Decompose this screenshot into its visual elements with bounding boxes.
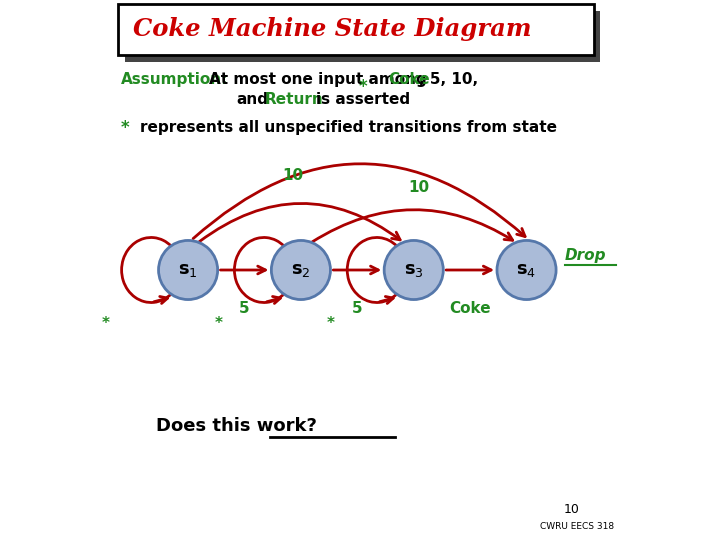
Text: Drop: Drop [565,248,606,263]
Text: 10: 10 [408,180,430,195]
Text: *: * [121,119,130,137]
FancyArrowPatch shape [193,164,525,239]
Text: CWRU EECS 318: CWRU EECS 318 [540,522,614,531]
Circle shape [497,240,556,300]
Text: Does this work?: Does this work? [156,417,317,435]
FancyBboxPatch shape [125,10,600,62]
Text: , 5, 10,: , 5, 10, [419,72,478,87]
Text: 5: 5 [352,301,363,316]
Circle shape [271,240,330,300]
FancyArrowPatch shape [154,296,168,303]
Text: Coke Machine State Diagram: Coke Machine State Diagram [133,17,532,42]
FancyArrowPatch shape [333,266,378,274]
Text: Coke: Coke [388,72,430,87]
Text: 10: 10 [564,503,580,516]
Text: *: * [214,316,222,330]
FancyArrowPatch shape [446,266,491,274]
Circle shape [158,240,217,300]
Text: Return: Return [264,92,323,107]
Text: $\mathbf{s}_1$: $\mathbf{s}_1$ [179,261,198,279]
Text: $\mathbf{s}_3$: $\mathbf{s}_3$ [404,261,423,279]
Circle shape [384,240,444,300]
Text: Coke: Coke [449,301,491,316]
FancyBboxPatch shape [118,4,594,55]
FancyArrowPatch shape [312,210,513,242]
Text: *: * [102,316,109,330]
Text: *: * [359,78,367,96]
FancyArrowPatch shape [266,296,281,303]
Text: *: * [327,316,335,330]
Text: $\mathbf{s}_4$: $\mathbf{s}_4$ [516,261,536,279]
FancyArrowPatch shape [199,204,400,242]
FancyArrowPatch shape [220,266,266,274]
Text: 5: 5 [239,301,250,316]
Text: At most one input among: At most one input among [209,72,426,87]
Text: Assumption:: Assumption: [121,72,228,87]
Text: $\mathbf{s}_2$: $\mathbf{s}_2$ [291,261,311,279]
FancyArrowPatch shape [379,296,393,303]
Text: represents all unspecified transitions from state: represents all unspecified transitions f… [140,120,557,135]
Text: and: and [236,92,269,107]
Text: is asserted: is asserted [316,92,410,107]
Text: 10: 10 [282,168,303,183]
